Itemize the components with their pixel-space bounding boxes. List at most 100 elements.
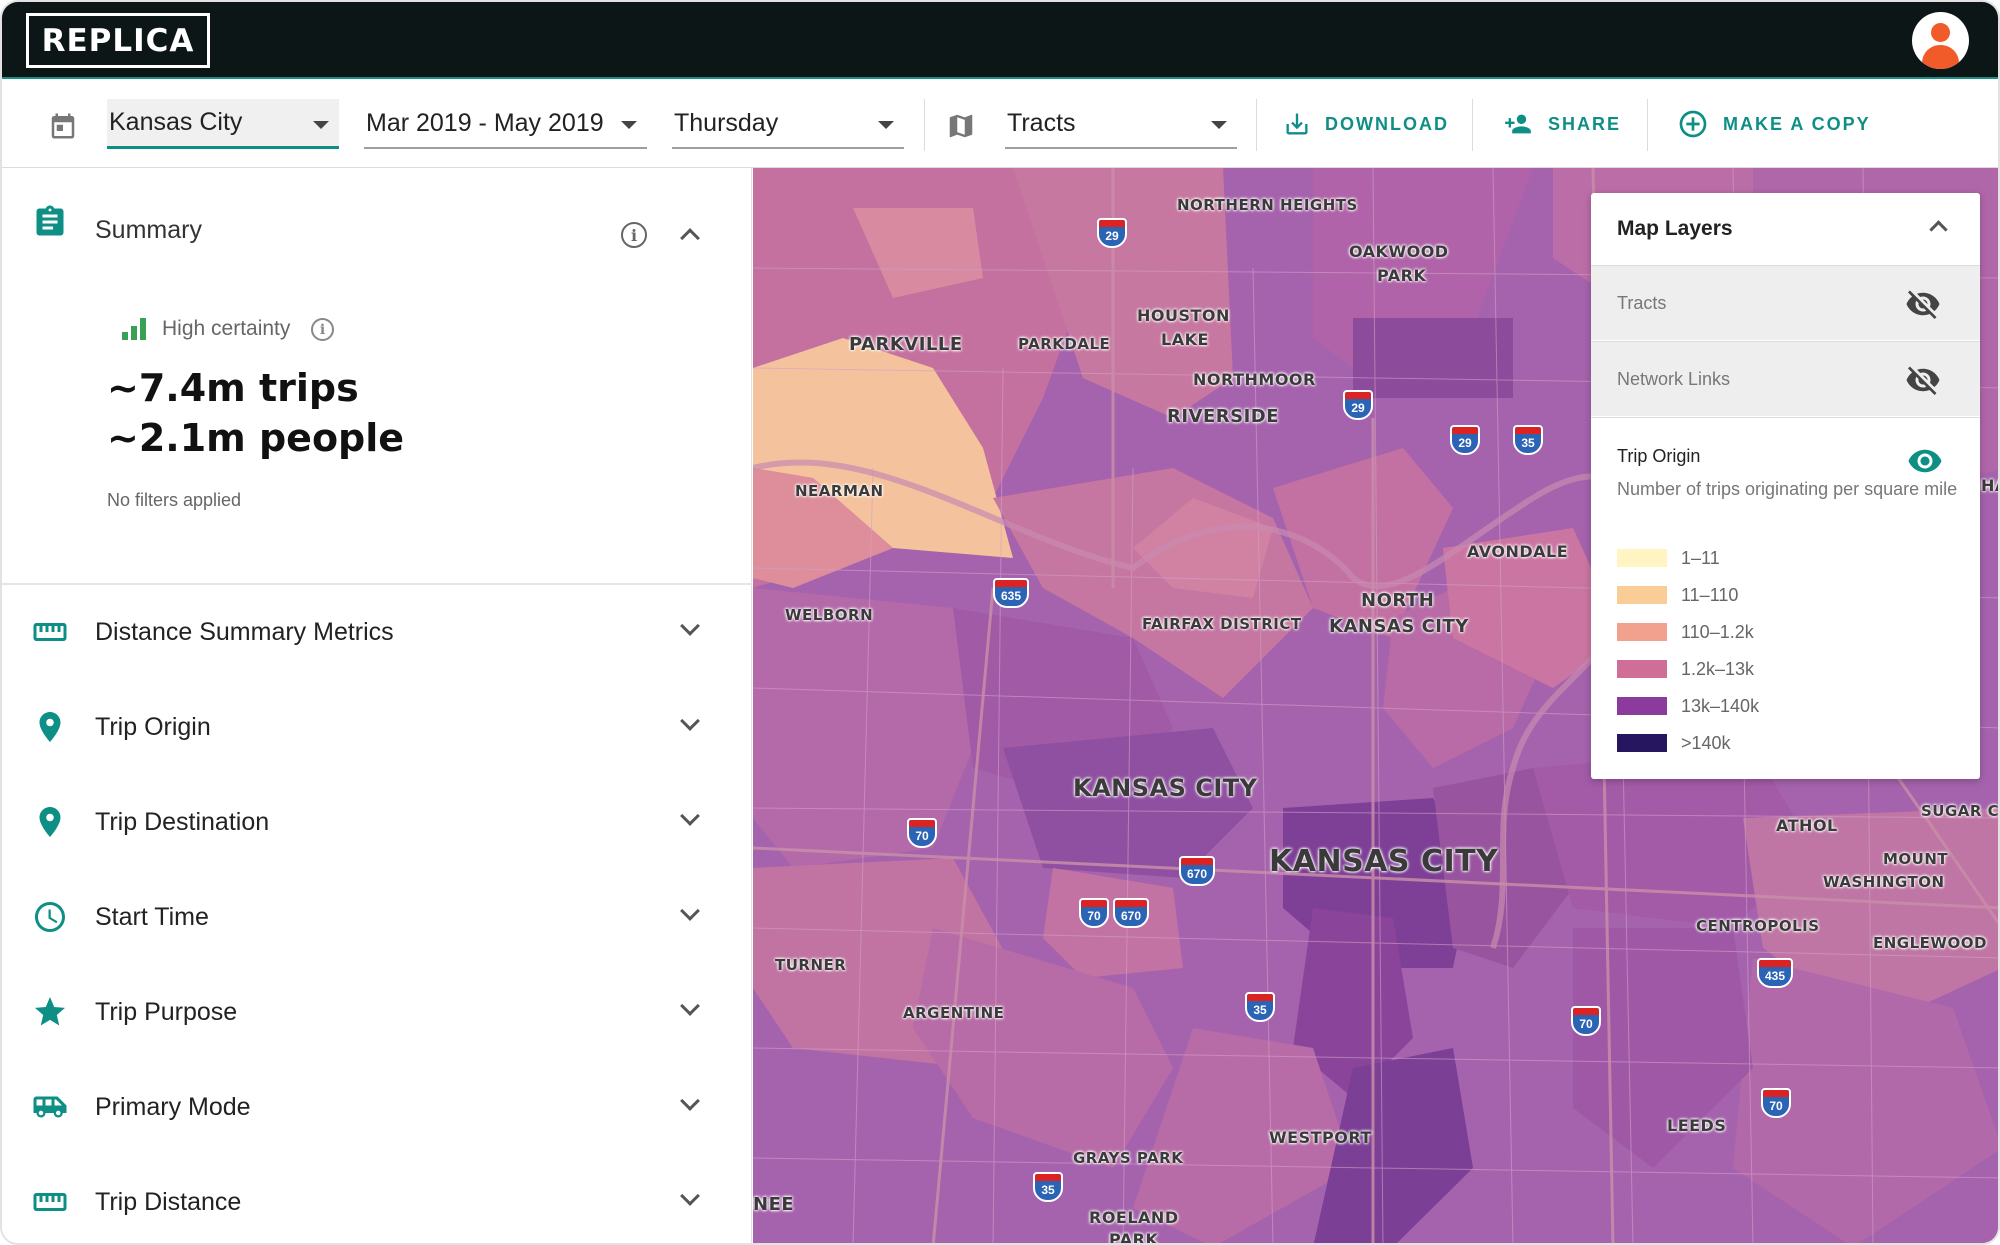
map-label: NEARMAN: [795, 482, 884, 500]
highway-shield-icon: 435: [1757, 958, 1793, 988]
day-value: Thursday: [674, 108, 779, 137]
share-people-icon: [1505, 114, 1531, 134]
top-bar: REPLICA: [2, 2, 1998, 79]
certainty-label: High certainty: [162, 317, 291, 340]
summary-title: Summary: [95, 216, 202, 244]
divider: [2, 583, 752, 585]
clipboard-icon: [36, 205, 64, 236]
map-layers-panel: Map Layers Tracts Network Links Trip Ori…: [1591, 193, 1980, 779]
download-button[interactable]: DOWNLOAD: [1283, 109, 1449, 139]
map-label: PARKDALE: [1018, 335, 1111, 353]
filters-status: No filters applied: [107, 490, 242, 510]
layer-row-network-links[interactable]: Network Links: [1591, 341, 1980, 416]
replica-logo[interactable]: REPLICA: [26, 13, 210, 68]
map-icon: [949, 114, 973, 138]
section-label: Trip Origin: [95, 713, 211, 741]
section-primary-mode[interactable]: Primary Mode: [2, 1063, 752, 1153]
section-label: Trip Destination: [95, 808, 270, 836]
make-copy-button[interactable]: MAKE A COPY: [1677, 109, 1871, 139]
map-label: FAIRFAX DISTRICT: [1142, 615, 1302, 633]
certainty-bars-icon: [122, 318, 148, 340]
map-label: SUGAR C: [1921, 802, 2000, 820]
layer-trip-origin-title: Trip Origin: [1617, 446, 1701, 466]
legend-swatch: [1617, 734, 1667, 752]
eye-off-icon[interactable]: [1905, 362, 1941, 398]
map-label: NORTH: [1361, 590, 1435, 611]
map-label: TURNER: [775, 956, 847, 974]
star-icon: [35, 997, 65, 1026]
geography-value: Tracts: [1007, 108, 1076, 137]
section-start-time[interactable]: Start Time: [2, 873, 752, 963]
section-label: Start Time: [95, 903, 209, 931]
map-label: LAKE: [1161, 330, 1209, 349]
map-label: ROELAND: [1089, 1208, 1179, 1227]
region-select[interactable]: Kansas City: [107, 99, 339, 149]
clock-icon: [35, 902, 65, 932]
map-label: WELBORN: [785, 606, 874, 624]
section-distance-summary[interactable]: Distance Summary Metrics: [2, 588, 752, 678]
section-trip-distance[interactable]: Trip Distance: [2, 1158, 752, 1243]
legend-item: >140k: [1617, 732, 1731, 754]
chevron-down-icon: [1211, 121, 1227, 129]
map-pin-icon: [39, 712, 61, 742]
legend-item: 1–11: [1617, 547, 1720, 569]
section-label: Primary Mode: [95, 1093, 251, 1121]
highway-shield-icon: 29: [1450, 425, 1480, 455]
geography-select[interactable]: Tracts: [1005, 99, 1237, 149]
date-range-select[interactable]: Mar 2019 - May 2019: [364, 99, 647, 149]
section-label: Trip Distance: [95, 1188, 242, 1216]
highway-shield-icon: 670: [1113, 898, 1149, 928]
highway-shield-icon: 670: [1179, 856, 1215, 886]
map-label: PARK: [1109, 1230, 1159, 1245]
chevron-down-icon[interactable]: [680, 901, 700, 921]
day-select[interactable]: Thursday: [672, 99, 904, 149]
transit-icon: [33, 1096, 67, 1118]
map-label: NORTHERN HEIGHTS: [1177, 196, 1358, 214]
map-layers-title: Map Layers: [1617, 217, 1733, 240]
map-label: NEE: [753, 1194, 795, 1215]
legend-item: 11–110: [1617, 584, 1738, 606]
eye-off-icon[interactable]: [1905, 286, 1941, 322]
ruler-icon: [33, 1193, 67, 1211]
chevron-up-icon[interactable]: [680, 228, 700, 248]
chevron-down-icon[interactable]: [680, 711, 700, 731]
section-label: Distance Summary Metrics: [95, 618, 394, 646]
chevron-down-icon[interactable]: [680, 996, 700, 1016]
region-select-value: Kansas City: [109, 108, 243, 136]
certainty-info-icon[interactable]: i: [311, 318, 334, 341]
people-count: ~2.1m people: [107, 416, 405, 460]
map-label: KANSAS CITY: [1329, 616, 1469, 637]
user-avatar-icon[interactable]: [1912, 12, 1969, 69]
map-label: PARKVILLE: [849, 334, 963, 355]
map-label: ATHOL: [1776, 816, 1838, 835]
layer-row-tracts[interactable]: Tracts: [1591, 265, 1980, 340]
legend-swatch: [1617, 586, 1667, 604]
share-button[interactable]: SHARE: [1502, 109, 1621, 139]
chevron-down-icon: [621, 121, 637, 129]
ruler-icon: [33, 623, 67, 641]
divider: [1647, 99, 1648, 151]
chevron-down-icon[interactable]: [680, 1091, 700, 1111]
legend-swatch: [1617, 549, 1667, 567]
highway-shield-icon: 29: [1343, 390, 1373, 420]
legend-swatch: [1617, 697, 1667, 715]
chevron-down-icon[interactable]: [680, 1186, 700, 1206]
eye-icon[interactable]: [1907, 443, 1943, 479]
info-icon[interactable]: i: [621, 222, 647, 248]
section-trip-destination[interactable]: Trip Destination: [2, 778, 752, 868]
highway-shield-icon: 70: [907, 818, 937, 848]
download-icon: [1286, 113, 1308, 135]
section-trip-origin[interactable]: Trip Origin: [2, 683, 752, 773]
highway-shield-icon: 35: [1245, 992, 1275, 1022]
section-label: Trip Purpose: [95, 998, 238, 1026]
map-label: AVONDALE: [1467, 542, 1569, 561]
chevron-down-icon[interactable]: [680, 616, 700, 636]
section-trip-purpose[interactable]: Trip Purpose: [2, 968, 752, 1058]
map-label: NORTHMOOR: [1193, 370, 1316, 389]
map-label: RIVERSIDE: [1167, 406, 1280, 427]
divider: [1256, 99, 1257, 151]
legend-item: 13k–140k: [1617, 695, 1759, 717]
layer-label: Tracts: [1617, 293, 1667, 313]
chevron-up-icon[interactable]: [1929, 220, 1948, 239]
chevron-down-icon[interactable]: [680, 806, 700, 826]
